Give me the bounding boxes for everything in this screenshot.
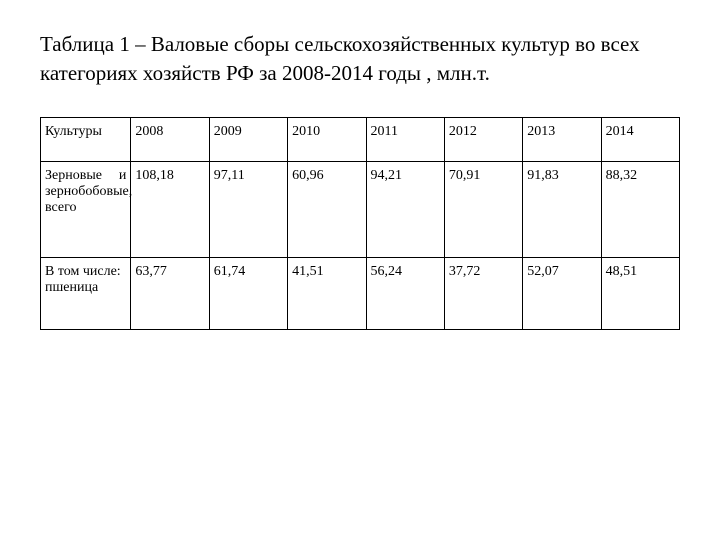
cell-wheat-2010: 41,51: [288, 257, 366, 329]
table-row: В том числе: пшеница 63,77 61,74 41,51 5…: [41, 257, 680, 329]
cell-grain-2014: 88,32: [601, 161, 679, 257]
col-header-2008: 2008: [131, 117, 209, 161]
cell-grain-2010: 60,96: [288, 161, 366, 257]
data-table: Культуры 2008 2009 2010 2011 2012 2013 2…: [40, 117, 680, 330]
table-title: Таблица 1 – Валовые сборы сельскохозяйст…: [40, 30, 680, 89]
cell-wheat-2012: 37,72: [444, 257, 522, 329]
cell-wheat-2008: 63,77: [131, 257, 209, 329]
cell-grain-2011: 94,21: [366, 161, 444, 257]
col-header-2013: 2013: [523, 117, 601, 161]
cell-wheat-2014: 48,51: [601, 257, 679, 329]
col-header-2012: 2012: [444, 117, 522, 161]
cell-grain-2013: 91,83: [523, 161, 601, 257]
col-header-2011: 2011: [366, 117, 444, 161]
table-row: Зерновые и зернобобовые, всего 108,18 97…: [41, 161, 680, 257]
cell-grain-2008: 108,18: [131, 161, 209, 257]
col-header-2009: 2009: [209, 117, 287, 161]
col-header-2010: 2010: [288, 117, 366, 161]
cell-grain-2009: 97,11: [209, 161, 287, 257]
row-label-grain: Зерновые и зернобобовые, всего: [41, 161, 131, 257]
col-header-2014: 2014: [601, 117, 679, 161]
col-header-cultures: Культуры: [41, 117, 131, 161]
table-header-row: Культуры 2008 2009 2010 2011 2012 2013 2…: [41, 117, 680, 161]
cell-wheat-2013: 52,07: [523, 257, 601, 329]
cell-wheat-2009: 61,74: [209, 257, 287, 329]
cell-grain-2012: 70,91: [444, 161, 522, 257]
cell-wheat-2011: 56,24: [366, 257, 444, 329]
row-label-wheat: В том числе: пшеница: [41, 257, 131, 329]
